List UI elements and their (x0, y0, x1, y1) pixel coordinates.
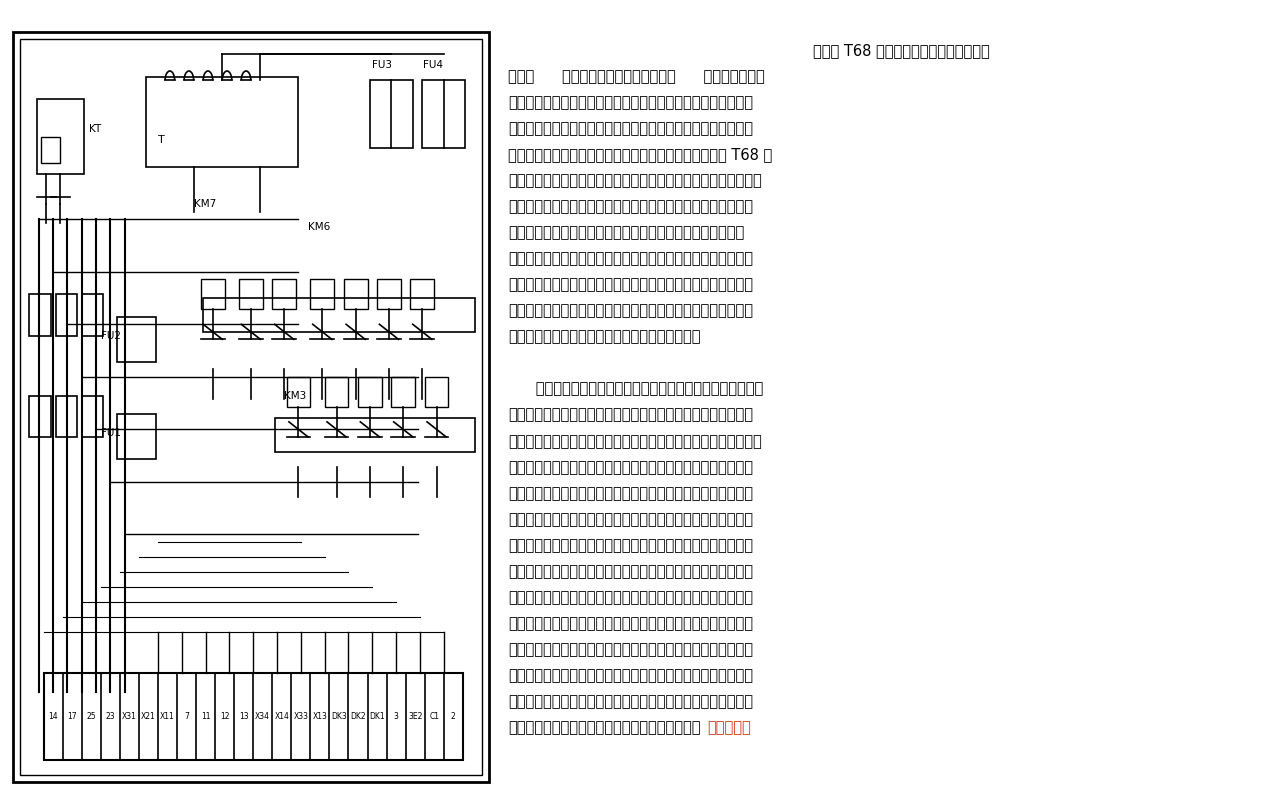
Text: 2: 2 (451, 712, 456, 721)
Text: 是独股铜导线）不宜重复弯曲，以免损坏导线，不能选用外包塑: 是独股铜导线）不宜重复弯曲，以免损坏导线，不能选用外包塑 (508, 408, 753, 423)
Text: 层配电板可以看出，控制电路导线是对称均匀的。: 层配电板可以看出，控制电路导线是对称均匀的。 (508, 329, 701, 344)
Text: 11: 11 (201, 712, 211, 721)
Bar (272, 280, 296, 310)
Bar (370, 81, 413, 148)
Bar (310, 280, 334, 310)
Text: X21: X21 (141, 712, 156, 721)
Text: DK1: DK1 (370, 712, 385, 721)
Bar (358, 377, 382, 407)
Bar (117, 317, 155, 362)
Text: X14: X14 (274, 712, 290, 721)
Text: 14: 14 (48, 712, 58, 721)
Text: 板，大大的提高大修理的质量。操作人员板前配线，一是要横平: 板，大大的提高大修理的质量。操作人员板前配线，一是要横平 (508, 251, 753, 266)
Text: 电器元件的安装位置以及导线的布线不同于常画的接线图。配线: 电器元件的安装位置以及导线的布线不同于常画的接线图。配线 (508, 121, 753, 136)
Text: 方法中常采用板前平面布线、板后布线、走线槽布线。面 T68 型: 方法中常采用板前平面布线、板后布线、走线槽布线。面 T68 型 (508, 147, 772, 162)
Text: X31: X31 (122, 712, 137, 721)
Bar (43, 673, 462, 760)
Text: 紧，就发生导线的翘曲现象。这是由导线的应力引起的，所以每: 紧，就发生导线的翘曲现象。这是由导线的应力引起的，所以每 (508, 512, 753, 527)
Text: 在专用的模胎具上弯曲。单件施工时常常出现问题，要求尺寸的: 在专用的模胎具上弯曲。单件施工时常常出现问题，要求尺寸的 (508, 460, 753, 475)
Text: 接接触面为准，尺寸控制严格，可避免很难处理的翘曲现象。工: 接接触面为准，尺寸控制严格，可避免很难处理的翘曲现象。工 (508, 564, 753, 579)
Text: 13: 13 (239, 712, 249, 721)
Bar (424, 377, 448, 407)
Text: KM7: KM7 (194, 199, 216, 209)
Text: 3E2: 3E2 (408, 712, 423, 721)
Text: FU4: FU4 (423, 60, 443, 70)
Text: 技术水平。: 技术水平。 (707, 720, 751, 735)
Bar (422, 81, 465, 148)
Bar (29, 295, 51, 336)
Bar (344, 280, 367, 310)
Text: 平的电工依照这种实物配线图很方便、快速地配出很好的配电: 平的电工依照这种实物配线图很方便、快速地配出很好的配电 (508, 225, 744, 240)
Bar (81, 295, 103, 336)
Text: 尽量集中；二是布到端子板处的导线也是依次排列的；三是从上: 尽量集中；二是布到端子板处的导线也是依次排列的；三是从上 (508, 303, 753, 318)
Bar (274, 418, 475, 452)
Bar (325, 377, 348, 407)
Bar (410, 280, 434, 310)
Text: 12: 12 (220, 712, 230, 721)
Text: X11: X11 (160, 712, 175, 721)
Text: 料管和打号加热固化的工艺。配布线的水平是一系列小工艺的综: 料管和打号加热固化的工艺。配布线的水平是一系列小工艺的综 (508, 694, 753, 709)
Text: 头的圆周长度）折弯，再将尖嘴钳由折弯处逐段逐段地作小小的: 头的圆周长度）折弯，再将尖嘴钳由折弯处逐段逐段地作小小的 (508, 616, 753, 631)
Text: T: T (157, 135, 165, 145)
Bar (29, 396, 51, 437)
Text: C1: C1 (429, 712, 439, 721)
Text: 25: 25 (86, 712, 97, 721)
Bar (41, 137, 61, 163)
Bar (13, 32, 489, 782)
Bar (146, 77, 298, 167)
Bar (117, 415, 155, 460)
Text: X13: X13 (312, 712, 328, 721)
Text: FU1: FU1 (100, 428, 121, 438)
Text: 新配线的实践中可以知道，配线图纸提供以后，中、初级技术水: 新配线的实践中可以知道，配线图纸提供以后，中、初级技术水 (508, 199, 753, 214)
Text: KM3: KM3 (284, 390, 306, 401)
Bar (201, 280, 225, 310)
Text: 长短控制要准确。导线弯曲时很规矩，但在电器件的触头上一压: 长短控制要准确。导线弯曲时很规矩，但在电器件的触头上一压 (508, 486, 753, 501)
Bar (377, 280, 401, 310)
Text: KT: KT (89, 124, 102, 134)
Text: 其中图      为下层配电板配线线路，面图      为上层配电板配: 其中图 为下层配电板配线线路，面图 为上层配电板配 (508, 69, 765, 84)
Text: 3: 3 (394, 712, 399, 721)
Bar (287, 377, 310, 407)
Text: 7: 7 (184, 712, 189, 721)
Text: 17: 17 (67, 712, 77, 721)
Text: FU3: FU3 (372, 60, 392, 70)
Text: X34: X34 (255, 712, 271, 721)
Bar (239, 280, 263, 310)
Text: X33: X33 (293, 712, 309, 721)
Bar (81, 396, 103, 437)
Text: 根导线弯曲时，尺寸要控制得有分寸，特别是高度要以触头的压: 根导线弯曲时，尺寸要控制得有分寸，特别是高度要以触头的压 (508, 538, 753, 553)
Bar (20, 40, 481, 774)
Text: DK3: DK3 (331, 712, 347, 721)
Text: 配线时导线的弯曲和长短的控制至关重要，导线（常选用的: 配线时导线的弯曲和长短的控制至关重要，导线（常选用的 (508, 382, 763, 397)
Text: 料强度差的导线。在批量生产时，每个弯曲段的长度都已计算好，: 料强度差的导线。在批量生产时，每个弯曲段的长度都已计算好， (508, 434, 762, 449)
Text: 竖直、避免交叉，主电路导线尽量集中布线，控制电路导线也要: 竖直、避免交叉，主电路导线尽量集中布线，控制电路导线也要 (508, 277, 753, 292)
Text: 合积累，每个细小的工艺讲究程度，标志着施工的: 合积累，每个细小的工艺讲究程度，标志着施工的 (508, 720, 701, 735)
Text: 弯曲，再夹在铜线头一下弯曲成圆形。导线都配布完毕后，应用: 弯曲，再夹在铜线头一下弯曲成圆形。导线都配布完毕后，应用 (508, 642, 753, 657)
Bar (391, 377, 415, 407)
Bar (203, 298, 475, 332)
Text: 所示为 T68 卧式镗床的配电板配线线路，: 所示为 T68 卧式镗床的配电板配线线路， (813, 43, 991, 58)
Bar (37, 100, 84, 175)
Text: 线线路。从图中可以看出此配线图和配电板实物是完全相同的，: 线线路。从图中可以看出此配线图和配电板实物是完全相同的， (508, 95, 753, 110)
Text: 23: 23 (105, 712, 116, 721)
Text: KM6: KM6 (307, 222, 330, 231)
Bar (56, 295, 77, 336)
Text: 卧式镗床为定型产品，其配电线属于板前平面布线。从大修理、重: 卧式镗床为定型产品，其配电线属于板前平面布线。从大修理、重 (508, 173, 762, 188)
Text: DK2: DK2 (351, 712, 366, 721)
Text: 钢筋扎头将导线固定，接线头处还应标好线号，最好采用异型塑: 钢筋扎头将导线固定，接线头处还应标好线号，最好采用异型塑 (508, 668, 753, 683)
Bar (56, 396, 77, 437)
Text: FU2: FU2 (100, 330, 121, 340)
Text: 艺操作中还有铜线头弯圆问题，可先将一定长度（相当于铜线接: 艺操作中还有铜线头弯圆问题，可先将一定长度（相当于铜线接 (508, 590, 753, 605)
